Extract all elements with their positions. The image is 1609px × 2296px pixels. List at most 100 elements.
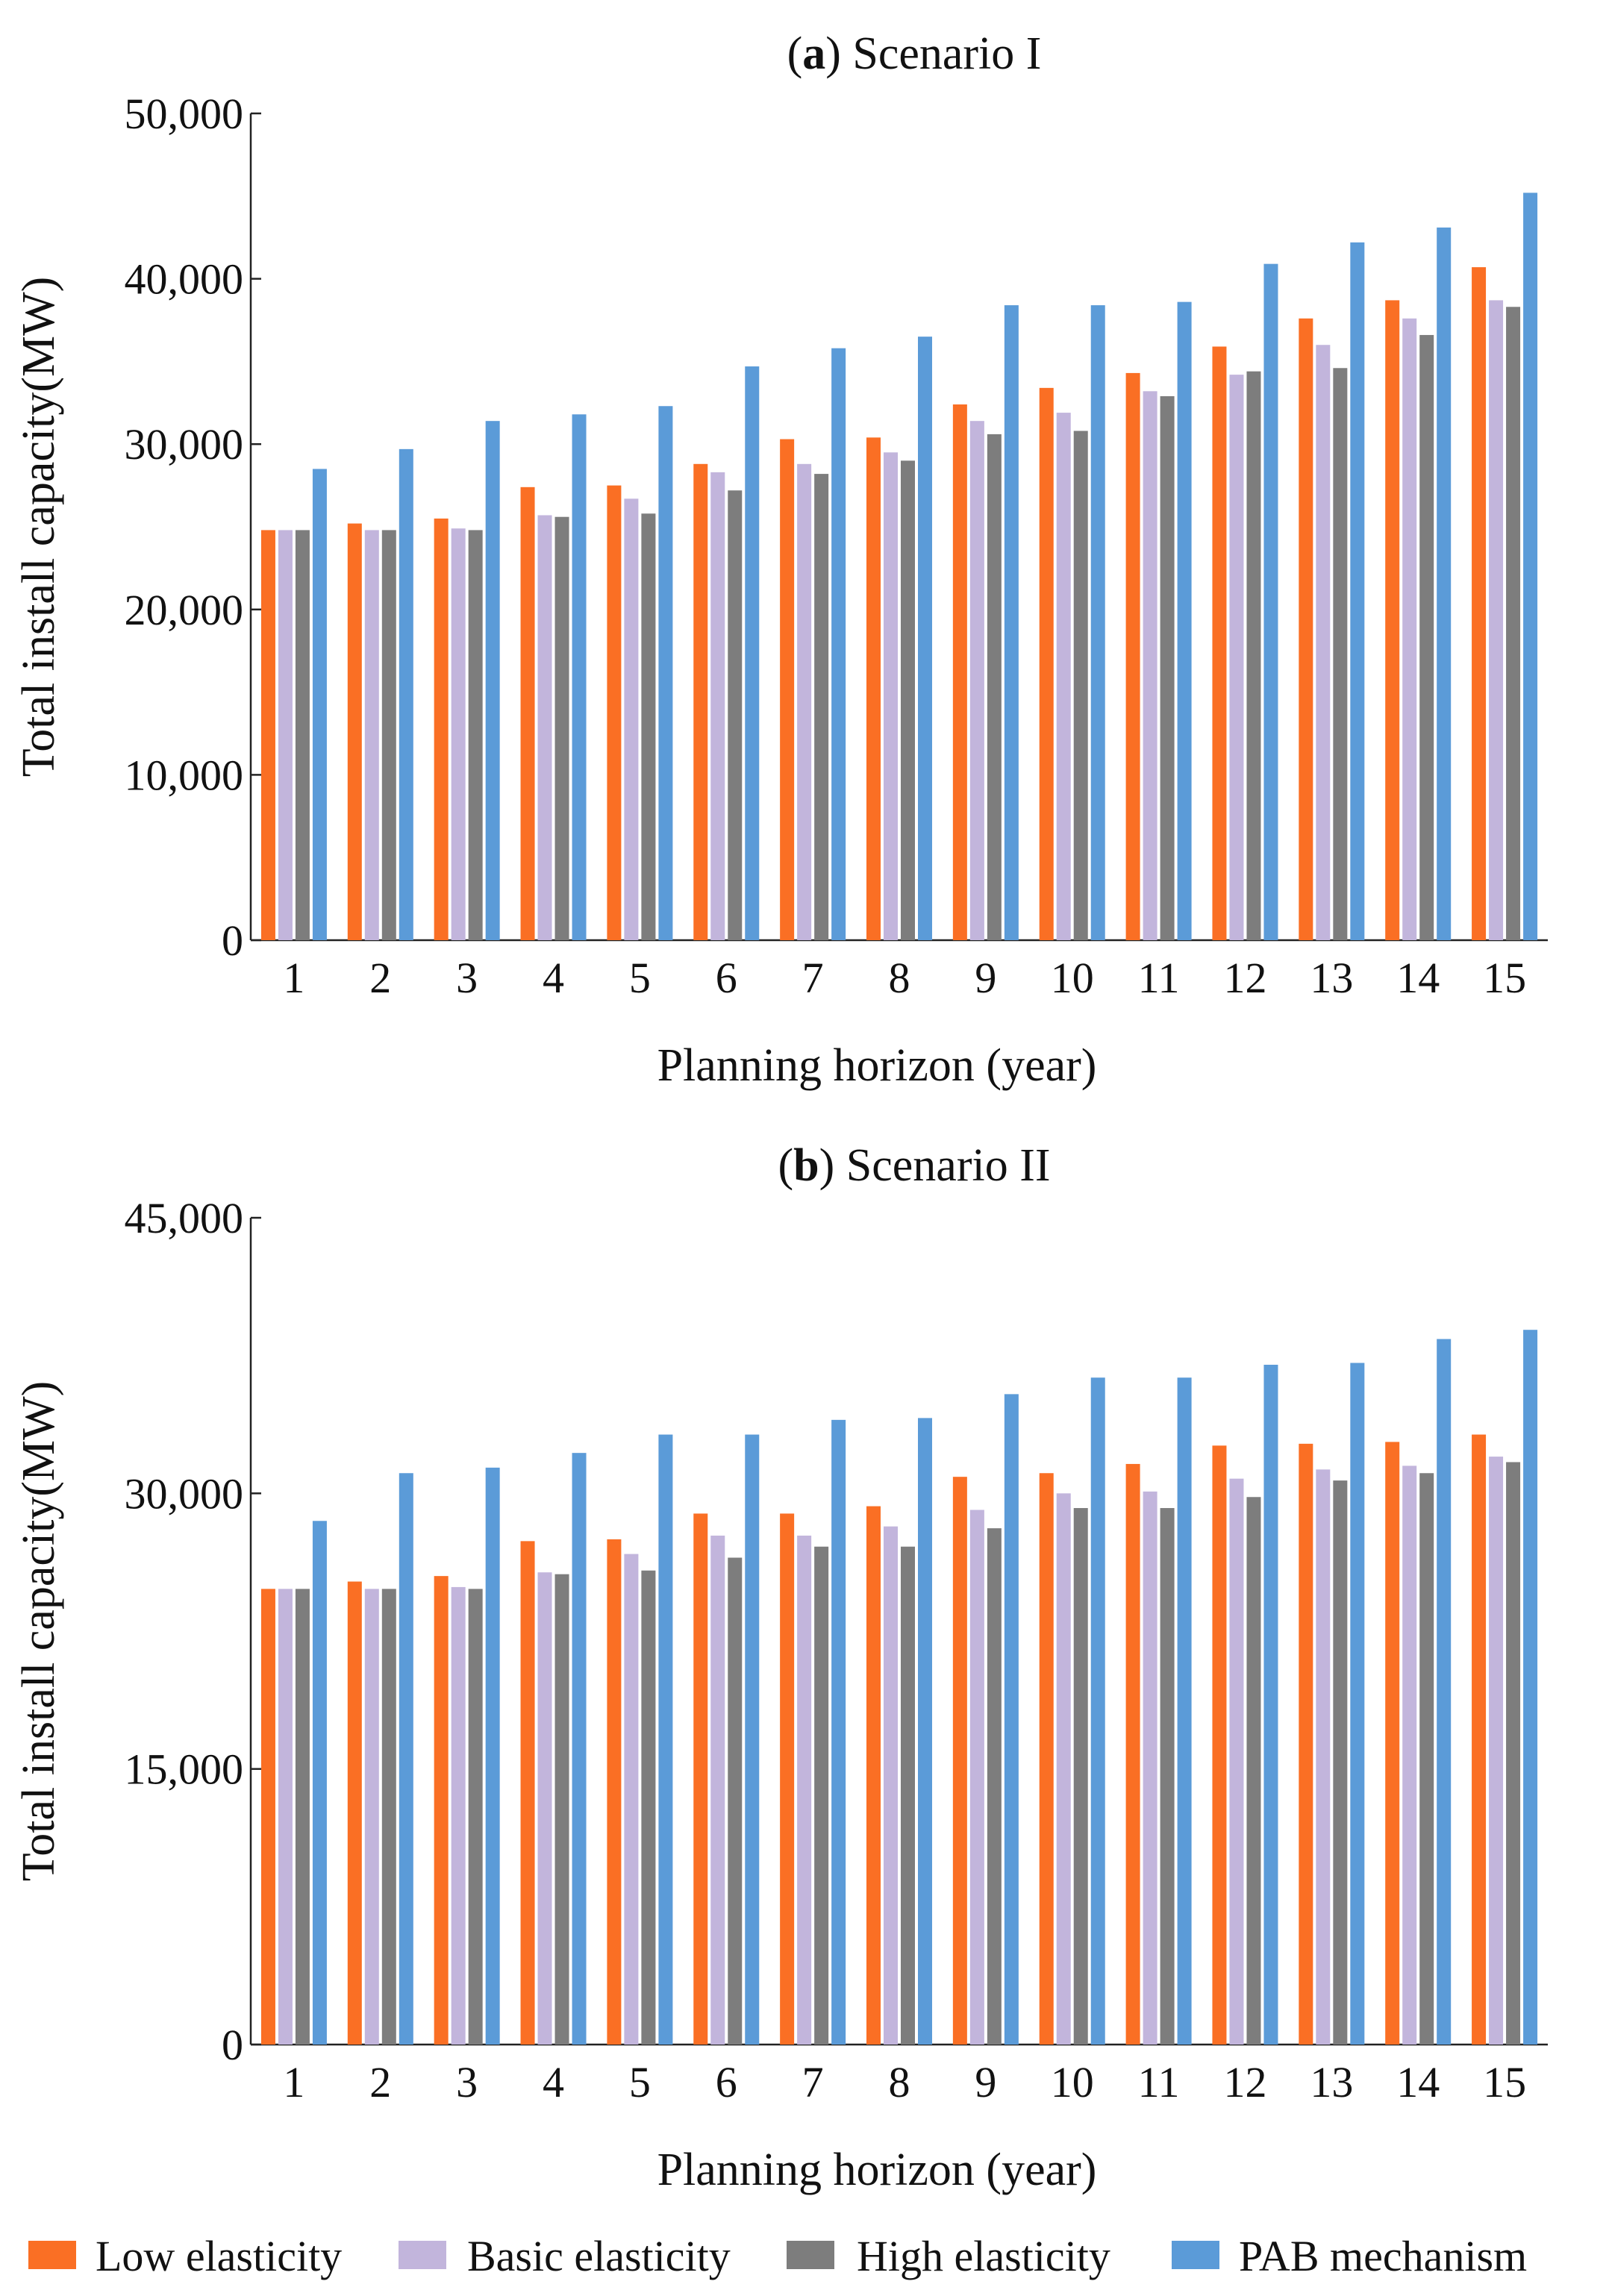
bar-high-elasticity-year-7 <box>814 474 829 940</box>
bar-low-elasticity-year-4 <box>520 487 535 940</box>
bar-basic-elasticity-year-10 <box>1056 413 1071 940</box>
bar-high-elasticity-year-12 <box>1246 371 1261 940</box>
y-tick-label: 30,000 <box>125 420 244 469</box>
bar-high-elasticity-year-2 <box>381 1589 396 2045</box>
bar-pab-mechanism-year-5 <box>658 406 673 940</box>
bar-pab-mechanism-year-14 <box>1437 227 1452 940</box>
x-tick-label: 4 <box>543 2058 564 2106</box>
bar-basic-elasticity-year-8 <box>884 1526 898 2045</box>
bar-basic-elasticity-year-11 <box>1143 391 1157 940</box>
bar-low-elasticity-year-2 <box>347 523 362 940</box>
bar-pab-mechanism-year-11 <box>1177 301 1192 940</box>
bar-high-elasticity-year-6 <box>728 1557 743 2045</box>
x-tick-label: 4 <box>543 954 564 1002</box>
bar-low-elasticity-year-4 <box>520 1541 535 2045</box>
bar-low-elasticity-year-7 <box>780 439 795 940</box>
bar-low-elasticity-year-6 <box>693 463 708 940</box>
chart-title: (a) Scenario I <box>787 28 1042 79</box>
bar-basic-elasticity-year-3 <box>451 1586 466 2045</box>
bar-pab-mechanism-year-1 <box>312 469 327 940</box>
y-tick-label: 30,000 <box>125 1469 244 1518</box>
y-tick-label: 20,000 <box>125 586 244 634</box>
x-tick-label: 11 <box>1138 2058 1180 2106</box>
legend-label-low-elasticity: Low elasticity <box>96 2232 342 2280</box>
bar-low-elasticity-year-11 <box>1125 372 1140 940</box>
bar-high-elasticity-year-9 <box>987 1528 1002 2045</box>
x-tick-label: 7 <box>802 954 824 1002</box>
bar-basic-elasticity-year-9 <box>969 421 984 940</box>
bar-pab-mechanism-year-7 <box>831 348 846 940</box>
x-tick-label: 12 <box>1223 2058 1266 2106</box>
x-tick-label: 5 <box>629 954 651 1002</box>
bar-low-elasticity-year-13 <box>1299 318 1313 940</box>
bar-pab-mechanism-year-4 <box>572 1453 587 2045</box>
legend-label-high-elasticity: High elasticity <box>857 2232 1110 2280</box>
bar-low-elasticity-year-5 <box>607 485 622 940</box>
bar-pab-mechanism-year-10 <box>1090 1377 1105 2045</box>
bar-pab-mechanism-year-13 <box>1350 1363 1365 2045</box>
bar-basic-elasticity-year-1 <box>278 1589 293 2045</box>
bar-low-elasticity-year-15 <box>1472 1434 1487 2045</box>
bar-pab-mechanism-year-15 <box>1523 193 1538 940</box>
y-tick-label: 0 <box>222 916 243 965</box>
bar-basic-elasticity-year-12 <box>1229 1478 1244 2045</box>
x-tick-label: 10 <box>1051 2058 1094 2106</box>
x-tick-label: 1 <box>283 954 304 1002</box>
legend-label-pab-mechanism: PAB mechanism <box>1239 2232 1527 2280</box>
bar-low-elasticity-year-3 <box>434 1576 449 2045</box>
bar-pab-mechanism-year-7 <box>831 1419 846 2045</box>
x-tick-label: 3 <box>456 954 478 1002</box>
bar-high-elasticity-year-6 <box>728 490 743 940</box>
x-tick-label: 13 <box>1310 2058 1353 2106</box>
bar-pab-mechanism-year-5 <box>658 1434 673 2045</box>
bar-basic-elasticity-year-2 <box>364 1589 379 2045</box>
bar-pab-mechanism-year-4 <box>572 414 587 940</box>
bar-high-elasticity-year-10 <box>1073 1508 1088 2045</box>
bar-basic-elasticity-year-14 <box>1402 1466 1417 2045</box>
x-tick-label: 2 <box>369 2058 391 2106</box>
bar-high-elasticity-year-13 <box>1333 368 1348 940</box>
bar-high-elasticity-year-11 <box>1160 1508 1175 2045</box>
bar-high-elasticity-year-7 <box>814 1546 829 2045</box>
bar-basic-elasticity-year-15 <box>1489 300 1504 941</box>
bar-pab-mechanism-year-8 <box>918 337 932 940</box>
bar-basic-elasticity-year-4 <box>537 1572 552 2045</box>
bar-high-elasticity-year-11 <box>1160 395 1175 940</box>
bar-high-elasticity-year-3 <box>468 530 483 940</box>
x-tick-label: 11 <box>1138 954 1180 1002</box>
bar-high-elasticity-year-10 <box>1073 431 1088 940</box>
bar-high-elasticity-year-8 <box>901 1546 915 2045</box>
bar-pab-mechanism-year-14 <box>1437 1339 1452 2045</box>
bar-high-elasticity-year-5 <box>641 513 656 940</box>
bar-high-elasticity-year-3 <box>468 1589 483 2045</box>
bar-pab-mechanism-year-2 <box>399 448 413 940</box>
chart-title: (b) Scenario II <box>778 1140 1051 1191</box>
bar-basic-elasticity-year-4 <box>537 515 552 940</box>
bar-low-elasticity-year-7 <box>780 1513 795 2045</box>
legend-swatch-high-elasticity <box>787 2241 834 2269</box>
bar-pab-mechanism-year-2 <box>399 1473 413 2045</box>
y-tick-label: 10,000 <box>125 751 244 799</box>
x-tick-label: 10 <box>1051 954 1094 1002</box>
bar-low-elasticity-year-6 <box>693 1513 708 2045</box>
y-tick-label: 50,000 <box>125 90 244 138</box>
bar-low-elasticity-year-14 <box>1385 1442 1400 2045</box>
bar-pab-mechanism-year-6 <box>745 366 760 941</box>
legend-swatch-basic-elasticity <box>399 2241 446 2269</box>
x-tick-label: 3 <box>456 2058 478 2106</box>
x-tick-label: 7 <box>802 2058 824 2106</box>
bar-high-elasticity-year-1 <box>295 530 310 940</box>
bar-basic-elasticity-year-1 <box>278 530 293 940</box>
bar-basic-elasticity-year-13 <box>1316 345 1331 940</box>
bar-low-elasticity-year-12 <box>1212 346 1227 940</box>
panel-a-scenario-1: (a) Scenario I 0 10,000 20,000 30,000 40,000 5… <box>13 28 1548 1091</box>
bar-low-elasticity-year-1 <box>260 1589 275 2045</box>
legend-swatch-pab-mechanism <box>1172 2241 1219 2269</box>
bar-high-elasticity-year-8 <box>901 460 915 940</box>
bar-basic-elasticity-year-9 <box>969 1510 984 2045</box>
bar-low-elasticity-year-1 <box>260 530 275 940</box>
bar-low-elasticity-year-2 <box>347 1581 362 2045</box>
x-tick-label: 15 <box>1483 954 1526 1002</box>
bar-basic-elasticity-year-8 <box>884 452 898 940</box>
